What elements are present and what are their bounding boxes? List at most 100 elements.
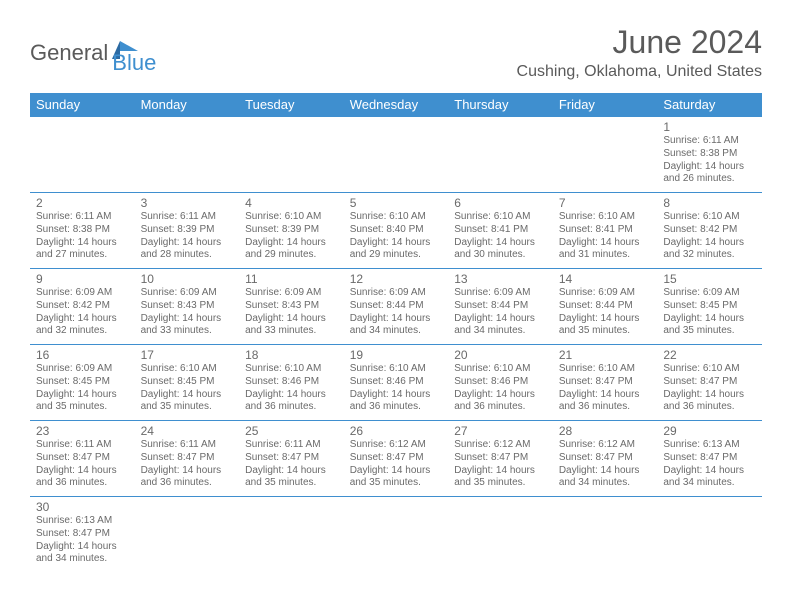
calendar-table: SundayMondayTuesdayWednesdayThursdayFrid… bbox=[30, 93, 762, 573]
day-number: 25 bbox=[245, 424, 338, 438]
calendar-cell: 30Sunrise: 6:13 AMSunset: 8:47 PMDayligh… bbox=[30, 497, 135, 573]
day-info: Sunrise: 6:09 AMSunset: 8:44 PMDaylight:… bbox=[454, 287, 547, 338]
day-info: Sunrise: 6:10 AMSunset: 8:46 PMDaylight:… bbox=[350, 363, 443, 414]
calendar-cell: 28Sunrise: 6:12 AMSunset: 8:47 PMDayligh… bbox=[553, 421, 658, 497]
day-info: Sunrise: 6:10 AMSunset: 8:45 PMDaylight:… bbox=[141, 363, 234, 414]
calendar-cell: 2Sunrise: 6:11 AMSunset: 8:38 PMDaylight… bbox=[30, 193, 135, 269]
day-info: Sunrise: 6:09 AMSunset: 8:44 PMDaylight:… bbox=[559, 287, 652, 338]
day-info: Sunrise: 6:12 AMSunset: 8:47 PMDaylight:… bbox=[350, 439, 443, 490]
calendar-row: 2Sunrise: 6:11 AMSunset: 8:38 PMDaylight… bbox=[30, 193, 762, 269]
location: Cushing, Oklahoma, United States bbox=[517, 63, 762, 81]
calendar-cell: 5Sunrise: 6:10 AMSunset: 8:40 PMDaylight… bbox=[344, 193, 449, 269]
day-info: Sunrise: 6:09 AMSunset: 8:43 PMDaylight:… bbox=[141, 287, 234, 338]
calendar-cell-empty bbox=[553, 497, 658, 573]
day-number: 5 bbox=[350, 196, 443, 210]
calendar-cell: 19Sunrise: 6:10 AMSunset: 8:46 PMDayligh… bbox=[344, 345, 449, 421]
day-number: 29 bbox=[663, 424, 756, 438]
calendar-cell: 12Sunrise: 6:09 AMSunset: 8:44 PMDayligh… bbox=[344, 269, 449, 345]
day-info: Sunrise: 6:09 AMSunset: 8:45 PMDaylight:… bbox=[36, 363, 129, 414]
day-number: 10 bbox=[141, 272, 234, 286]
day-info: Sunrise: 6:09 AMSunset: 8:45 PMDaylight:… bbox=[663, 287, 756, 338]
day-number: 28 bbox=[559, 424, 652, 438]
day-header: Wednesday bbox=[344, 93, 449, 117]
calendar-cell-empty bbox=[239, 117, 344, 193]
calendar-row: 30Sunrise: 6:13 AMSunset: 8:47 PMDayligh… bbox=[30, 497, 762, 573]
day-number: 2 bbox=[36, 196, 129, 210]
day-number: 1 bbox=[663, 120, 756, 134]
calendar-cell-empty bbox=[657, 497, 762, 573]
calendar-row: 23Sunrise: 6:11 AMSunset: 8:47 PMDayligh… bbox=[30, 421, 762, 497]
day-number: 3 bbox=[141, 196, 234, 210]
calendar-cell: 24Sunrise: 6:11 AMSunset: 8:47 PMDayligh… bbox=[135, 421, 240, 497]
day-number: 7 bbox=[559, 196, 652, 210]
day-info: Sunrise: 6:09 AMSunset: 8:43 PMDaylight:… bbox=[245, 287, 338, 338]
day-number: 4 bbox=[245, 196, 338, 210]
day-info: Sunrise: 6:13 AMSunset: 8:47 PMDaylight:… bbox=[36, 515, 129, 566]
calendar-cell: 1Sunrise: 6:11 AMSunset: 8:38 PMDaylight… bbox=[657, 117, 762, 193]
calendar-cell: 22Sunrise: 6:10 AMSunset: 8:47 PMDayligh… bbox=[657, 345, 762, 421]
day-info: Sunrise: 6:12 AMSunset: 8:47 PMDaylight:… bbox=[454, 439, 547, 490]
calendar-cell: 14Sunrise: 6:09 AMSunset: 8:44 PMDayligh… bbox=[553, 269, 658, 345]
day-header: Friday bbox=[553, 93, 658, 117]
calendar-cell-empty bbox=[553, 117, 658, 193]
calendar-cell: 9Sunrise: 6:09 AMSunset: 8:42 PMDaylight… bbox=[30, 269, 135, 345]
day-number: 20 bbox=[454, 348, 547, 362]
title-block: June 2024 Cushing, Oklahoma, United Stat… bbox=[517, 24, 762, 81]
day-info: Sunrise: 6:11 AMSunset: 8:39 PMDaylight:… bbox=[141, 211, 234, 262]
calendar-cell: 18Sunrise: 6:10 AMSunset: 8:46 PMDayligh… bbox=[239, 345, 344, 421]
calendar-row: 9Sunrise: 6:09 AMSunset: 8:42 PMDaylight… bbox=[30, 269, 762, 345]
day-number: 13 bbox=[454, 272, 547, 286]
day-number: 15 bbox=[663, 272, 756, 286]
day-number: 27 bbox=[454, 424, 547, 438]
day-info: Sunrise: 6:10 AMSunset: 8:41 PMDaylight:… bbox=[559, 211, 652, 262]
day-number: 11 bbox=[245, 272, 338, 286]
calendar-cell: 6Sunrise: 6:10 AMSunset: 8:41 PMDaylight… bbox=[448, 193, 553, 269]
day-header: Tuesday bbox=[239, 93, 344, 117]
day-number: 18 bbox=[245, 348, 338, 362]
day-number: 26 bbox=[350, 424, 443, 438]
day-number: 23 bbox=[36, 424, 129, 438]
day-info: Sunrise: 6:10 AMSunset: 8:47 PMDaylight:… bbox=[663, 363, 756, 414]
logo: General Blue bbox=[30, 30, 156, 76]
day-number: 14 bbox=[559, 272, 652, 286]
calendar-cell-empty bbox=[344, 497, 449, 573]
calendar-cell: 20Sunrise: 6:10 AMSunset: 8:46 PMDayligh… bbox=[448, 345, 553, 421]
day-info: Sunrise: 6:11 AMSunset: 8:47 PMDaylight:… bbox=[141, 439, 234, 490]
day-info: Sunrise: 6:12 AMSunset: 8:47 PMDaylight:… bbox=[559, 439, 652, 490]
day-info: Sunrise: 6:10 AMSunset: 8:39 PMDaylight:… bbox=[245, 211, 338, 262]
logo-text-general: General bbox=[30, 40, 108, 66]
calendar-cell: 25Sunrise: 6:11 AMSunset: 8:47 PMDayligh… bbox=[239, 421, 344, 497]
day-header-row: SundayMondayTuesdayWednesdayThursdayFrid… bbox=[30, 93, 762, 117]
calendar-cell: 23Sunrise: 6:11 AMSunset: 8:47 PMDayligh… bbox=[30, 421, 135, 497]
calendar-cell: 26Sunrise: 6:12 AMSunset: 8:47 PMDayligh… bbox=[344, 421, 449, 497]
calendar-cell: 17Sunrise: 6:10 AMSunset: 8:45 PMDayligh… bbox=[135, 345, 240, 421]
calendar-cell-empty bbox=[135, 117, 240, 193]
day-number: 22 bbox=[663, 348, 756, 362]
month-title: June 2024 bbox=[517, 24, 762, 61]
day-number: 21 bbox=[559, 348, 652, 362]
day-info: Sunrise: 6:11 AMSunset: 8:47 PMDaylight:… bbox=[36, 439, 129, 490]
day-info: Sunrise: 6:09 AMSunset: 8:42 PMDaylight:… bbox=[36, 287, 129, 338]
calendar-cell: 4Sunrise: 6:10 AMSunset: 8:39 PMDaylight… bbox=[239, 193, 344, 269]
calendar-cell: 21Sunrise: 6:10 AMSunset: 8:47 PMDayligh… bbox=[553, 345, 658, 421]
calendar-cell: 15Sunrise: 6:09 AMSunset: 8:45 PMDayligh… bbox=[657, 269, 762, 345]
day-info: Sunrise: 6:10 AMSunset: 8:46 PMDaylight:… bbox=[245, 363, 338, 414]
day-info: Sunrise: 6:10 AMSunset: 8:41 PMDaylight:… bbox=[454, 211, 547, 262]
calendar-cell: 3Sunrise: 6:11 AMSunset: 8:39 PMDaylight… bbox=[135, 193, 240, 269]
calendar-cell-empty bbox=[448, 117, 553, 193]
calendar-cell-empty bbox=[135, 497, 240, 573]
day-info: Sunrise: 6:10 AMSunset: 8:46 PMDaylight:… bbox=[454, 363, 547, 414]
calendar-cell: 11Sunrise: 6:09 AMSunset: 8:43 PMDayligh… bbox=[239, 269, 344, 345]
calendar-body: 1 Sunrise: 6:11 AMSunset: 8:38 PMDaylight… bbox=[30, 117, 762, 573]
day-number: 24 bbox=[141, 424, 234, 438]
day-header: Monday bbox=[135, 93, 240, 117]
calendar-cell-empty bbox=[448, 497, 553, 573]
calendar-cell: 13Sunrise: 6:09 AMSunset: 8:44 PMDayligh… bbox=[448, 269, 553, 345]
day-number: 17 bbox=[141, 348, 234, 362]
calendar-row: 1Sunrise: 6:11 AMSunset: 8:38 PMDaylight… bbox=[30, 117, 762, 193]
day-header: Saturday bbox=[657, 93, 762, 117]
header: General Blue June 2024 Cushing, Oklahoma… bbox=[30, 24, 762, 81]
day-info: Sunrise: 6:11 AMSunset: 8:38 PMDaylight:… bbox=[36, 211, 129, 262]
day-number: 12 bbox=[350, 272, 443, 286]
calendar-cell-empty bbox=[344, 117, 449, 193]
